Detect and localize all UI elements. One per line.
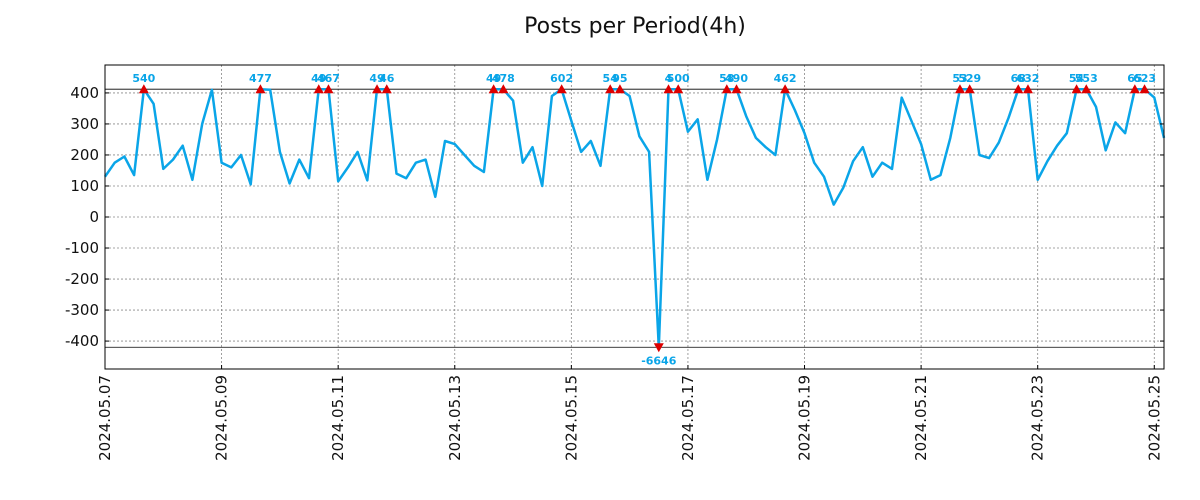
peak-value-label: 490 xyxy=(725,72,748,85)
peak-value-label: 53 xyxy=(952,72,967,85)
peak-marker xyxy=(381,84,392,94)
peak-value-label: 65 xyxy=(1127,72,1142,85)
y-tick-label: 400 xyxy=(70,84,99,102)
peak-value-label: 68 xyxy=(1011,72,1026,85)
peak-marker xyxy=(1081,84,1092,94)
peak-marker xyxy=(614,84,625,94)
x-tick-label: 2024.05.15 xyxy=(562,375,580,461)
x-tick-label: 2024.05.11 xyxy=(329,375,347,461)
series-line xyxy=(103,87,1166,349)
peak-marker xyxy=(313,84,324,94)
peak-value-label: 49 xyxy=(369,72,384,85)
chart-title: Posts per Period(4h) xyxy=(524,14,746,39)
peak-value-label: 529 xyxy=(958,72,981,85)
x-tick-label: 2024.05.13 xyxy=(446,375,464,461)
peak-marker xyxy=(673,84,684,94)
peak-value-label: 54 xyxy=(1069,72,1085,85)
peak-value-label: 478 xyxy=(492,72,515,85)
trough-value-label: -6646 xyxy=(641,354,677,367)
x-tick-label: 2024.05.09 xyxy=(213,375,231,461)
y-tick-label: -100 xyxy=(65,239,99,257)
peak-marker xyxy=(663,84,674,94)
peak-marker xyxy=(605,84,616,94)
peak-marker xyxy=(1013,84,1024,94)
x-tick-label: 2024.05.23 xyxy=(1029,375,1047,461)
y-tick-label: 200 xyxy=(70,146,99,164)
peak-marker xyxy=(964,84,975,94)
peak-marker xyxy=(1022,84,1033,94)
x-tick-label: 2024.05.07 xyxy=(96,375,114,461)
y-tick-label: -400 xyxy=(65,332,99,350)
peak-marker xyxy=(721,84,732,94)
peak-value-label: 500 xyxy=(667,72,690,85)
peak-value-label: 632 xyxy=(1016,72,1039,85)
peak-marker xyxy=(556,84,567,94)
y-tick-label: 300 xyxy=(70,115,99,133)
peak-value-label: 49 xyxy=(311,72,326,85)
peak-value-label: 49 xyxy=(486,72,501,85)
x-tick-label: 2024.05.25 xyxy=(1145,375,1163,461)
peak-marker xyxy=(323,84,334,94)
peak-marker xyxy=(1129,84,1140,94)
x-tick-label: 2024.05.21 xyxy=(912,375,930,461)
peak-value-label: 95 xyxy=(612,72,627,85)
peak-marker xyxy=(372,84,383,94)
peak-marker xyxy=(954,84,965,94)
x-tick-label: 2024.05.17 xyxy=(679,375,697,461)
peak-value-label: 602 xyxy=(550,72,573,85)
y-tick-label: -200 xyxy=(65,270,99,288)
peak-value-label: 553 xyxy=(1075,72,1098,85)
peak-value-label: 467 xyxy=(317,72,340,85)
peak-marker xyxy=(1071,84,1082,94)
peak-marker xyxy=(488,84,499,94)
y-tick-label: 0 xyxy=(89,208,99,226)
trough-marker xyxy=(653,343,664,353)
peak-value-label: 477 xyxy=(249,72,272,85)
peak-marker xyxy=(138,84,149,94)
peak-marker xyxy=(255,84,266,94)
y-tick-label: -300 xyxy=(65,301,99,319)
peak-value-label: 462 xyxy=(774,72,797,85)
peak-marker xyxy=(731,84,742,94)
peak-marker xyxy=(1139,84,1150,94)
grid-lines xyxy=(104,65,1164,369)
peak-marker xyxy=(498,84,509,94)
peak-value-label: 540 xyxy=(132,72,155,85)
peak-value-label: 54 xyxy=(603,72,619,85)
peak-value-label: 58 xyxy=(719,72,734,85)
x-tick-label: 2024.05.19 xyxy=(796,375,814,461)
peak-marker xyxy=(780,84,791,94)
peak-value-label: 46 xyxy=(379,72,395,85)
peak-value-label: 4 xyxy=(665,72,673,85)
peak-value-label: 623 xyxy=(1133,72,1156,85)
y-tick-label: 100 xyxy=(70,177,99,195)
